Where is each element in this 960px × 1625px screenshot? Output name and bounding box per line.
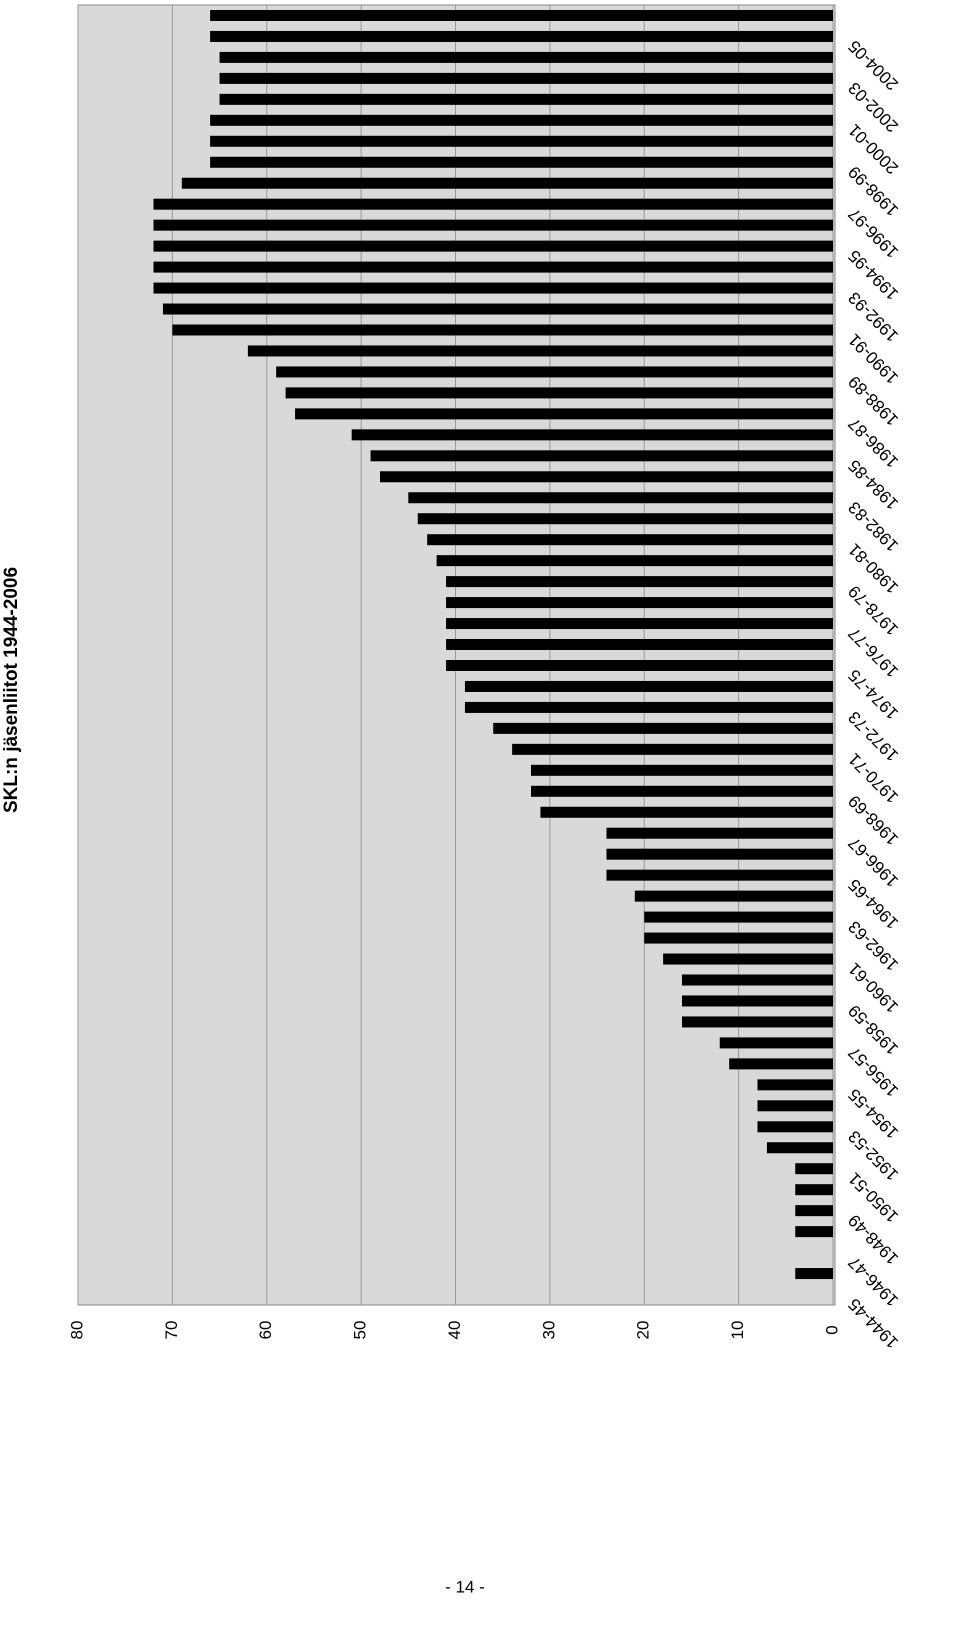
bar [682,995,833,1007]
bar [795,1184,833,1196]
bar [285,387,833,399]
bar [540,806,833,818]
bar [210,9,833,21]
bar [719,1037,833,1049]
page-number: - 14 - [445,1577,485,1596]
bar [757,1100,833,1112]
bar [219,51,833,63]
bar [276,366,833,378]
bar [464,680,833,692]
y-tick-label: 60 [256,1321,275,1340]
bar [644,932,833,944]
y-tick-label: 10 [728,1321,747,1340]
bar [210,156,833,168]
bar [247,345,833,357]
bar [172,324,833,336]
bar [162,303,833,315]
bar [153,198,833,210]
bar [219,93,833,105]
bar [795,1163,833,1175]
bar [408,492,833,504]
bar [351,429,833,441]
bar [210,114,833,126]
bar [606,848,833,860]
bar [153,240,833,252]
bar [446,639,833,651]
bar [210,135,833,147]
bar [417,513,833,525]
bar [682,1016,833,1028]
bar [153,261,833,273]
bar [795,1205,833,1217]
bar [427,534,833,546]
bar [446,618,833,630]
bar [219,72,833,84]
y-tick-label: 50 [351,1321,370,1340]
bar [153,219,833,231]
bar [606,869,833,881]
bar [446,659,833,671]
bar [493,722,833,734]
bar [766,1142,833,1154]
bar [644,911,833,923]
bar [370,450,833,462]
bar [531,764,833,776]
y-tick-label: 0 [822,1325,841,1334]
bar [682,974,833,986]
bar [210,30,833,42]
bar [606,827,833,839]
bar [795,1226,833,1238]
bar [181,177,833,189]
bar [531,785,833,797]
bar [757,1079,833,1091]
bar [512,743,833,755]
bar [464,701,833,713]
chart-title: SKL:n jäsenliitot 1944-2006 [1,567,22,813]
bar [729,1058,833,1070]
bar [634,890,833,902]
bar [295,408,833,420]
y-tick-label: 80 [67,1321,86,1340]
bar [380,471,833,483]
bar [446,597,833,609]
bar [153,282,833,294]
y-tick-label: 40 [445,1321,464,1340]
y-tick-label: 20 [634,1321,653,1340]
y-tick-label: 30 [539,1321,558,1340]
bar [663,953,833,965]
bar [795,1268,833,1280]
bar [446,576,833,588]
y-tick-label: 70 [162,1321,181,1340]
bar [757,1121,833,1133]
bar [436,555,833,567]
